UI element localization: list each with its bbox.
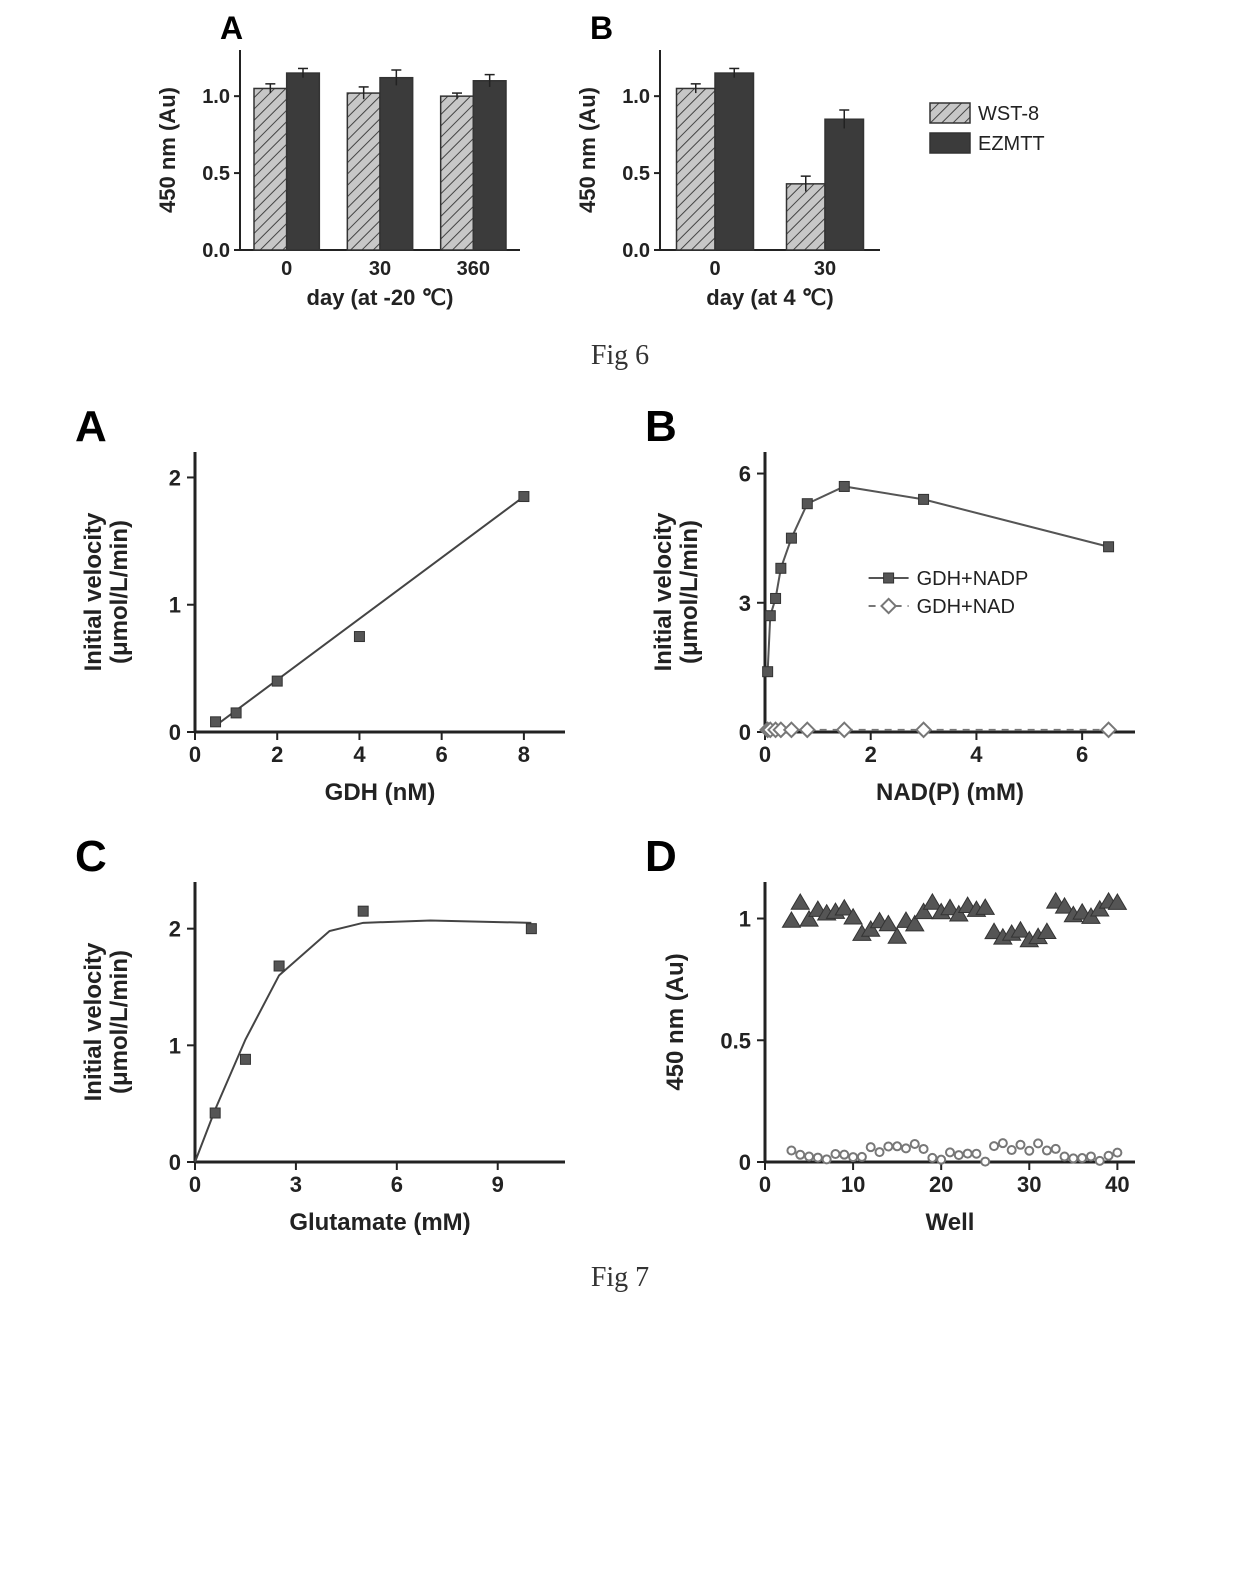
fig7-caption: Fig 7: [20, 1262, 1220, 1294]
svg-text:360: 360: [457, 258, 490, 280]
svg-text:1.0: 1.0: [202, 86, 230, 108]
fig7-panel-a-wrap: A 02468012GDH (nM)Initial velocity(μmol/…: [85, 412, 585, 812]
svg-text:30: 30: [1017, 1172, 1041, 1197]
svg-text:6: 6: [436, 742, 448, 767]
fig7-panel-d-wrap: D 01020304000.51Well450 nm (Au): [655, 842, 1155, 1242]
svg-text:Glutamate (mM): Glutamate (mM): [289, 1209, 470, 1236]
svg-text:0: 0: [709, 258, 720, 280]
svg-text:day (at 4 ℃): day (at 4 ℃): [706, 285, 833, 310]
svg-text:Initial velocity(μmol/L/min): Initial velocity(μmol/L/min): [650, 512, 703, 671]
svg-text:0: 0: [169, 1150, 181, 1175]
svg-text:1.0: 1.0: [622, 86, 650, 108]
fig6-legend: WST-8 EZMTT: [930, 100, 1090, 180]
svg-text:20: 20: [929, 1172, 953, 1197]
svg-text:1: 1: [169, 593, 181, 618]
svg-text:2: 2: [271, 742, 283, 767]
svg-text:0: 0: [169, 720, 181, 745]
svg-text:8: 8: [518, 742, 530, 767]
svg-text:450 nm (Au): 450 nm (Au): [155, 87, 180, 213]
svg-text:NAD(P) (mM): NAD(P) (mM): [876, 779, 1024, 806]
svg-text:GDH+NAD: GDH+NAD: [917, 596, 1015, 618]
svg-text:Initial velocity(μmol/L/min): Initial velocity(μmol/L/min): [80, 942, 133, 1101]
svg-text:0.0: 0.0: [622, 240, 650, 262]
svg-text:3: 3: [290, 1172, 302, 1197]
svg-text:0: 0: [189, 742, 201, 767]
svg-text:0.5: 0.5: [202, 163, 230, 185]
svg-text:Initial velocity(μmol/L/min): Initial velocity(μmol/L/min): [80, 512, 133, 671]
fig6-panel-b-chart: 0.0 0.5 1.0 0 30 day (at 4 ℃) 450 nm (Au): [570, 20, 890, 320]
svg-text:4: 4: [970, 742, 983, 767]
fig7-panel-a-label: A: [75, 402, 107, 452]
svg-text:WST-8: WST-8: [978, 103, 1039, 125]
fig7-panel-b-chart: 0246036NAD(P) (mM)Initial velocity(μmol/…: [655, 412, 1155, 812]
svg-text:2: 2: [169, 465, 181, 490]
fig6-panel-a-chart: 0.0 0.5 1.0 0 30 360day (at -20 ℃) 450 nm (Au): [150, 20, 530, 320]
svg-text:3: 3: [739, 591, 751, 616]
fig7-panel-c-label: C: [75, 832, 107, 882]
fig7-panel-b-label: B: [645, 402, 677, 452]
fig7-panel-b-wrap: B 0246036NAD(P) (mM)Initial velocity(μmo…: [655, 412, 1155, 812]
svg-text:6: 6: [739, 462, 751, 487]
figure-6: A 0.00.51.0030360day (at -20 ℃)450 nm (A…: [20, 20, 1220, 372]
svg-text:0: 0: [759, 1172, 771, 1197]
fig7-panel-d-label: D: [645, 832, 677, 882]
svg-text:9: 9: [492, 1172, 504, 1197]
fig7-panel-a-chart: 02468012GDH (nM)Initial velocity(μmol/L/…: [85, 412, 585, 812]
svg-text:0.5: 0.5: [622, 163, 650, 185]
svg-text:1: 1: [169, 1033, 181, 1058]
svg-text:0: 0: [759, 742, 771, 767]
svg-text:0.5: 0.5: [720, 1028, 751, 1053]
svg-text:4: 4: [353, 742, 366, 767]
fig6-panel-b-label: B: [590, 10, 613, 47]
svg-text:0: 0: [739, 720, 751, 745]
svg-text:day (at -20 ℃): day (at -20 ℃): [307, 285, 454, 310]
svg-text:2: 2: [169, 917, 181, 942]
svg-text:Well: Well: [926, 1209, 975, 1236]
svg-text:6: 6: [391, 1172, 403, 1197]
fig6-panel-a-wrap: A 0.00.51.0030360day (at -20 ℃)450 nm (A…: [150, 20, 530, 320]
svg-text:40: 40: [1105, 1172, 1129, 1197]
svg-text:GDH+NADP: GDH+NADP: [917, 568, 1029, 590]
svg-text:6: 6: [1076, 742, 1088, 767]
svg-text:2: 2: [865, 742, 877, 767]
svg-text:450 nm (Au): 450 nm (Au): [662, 953, 689, 1090]
svg-text:30: 30: [369, 258, 391, 280]
fig6-panel-a-label: A: [220, 10, 243, 47]
figure-7: A 02468012GDH (nM)Initial velocity(μmol/…: [20, 412, 1220, 1294]
svg-text:450 nm (Au): 450 nm (Au): [575, 87, 600, 213]
svg-text:1: 1: [739, 907, 751, 932]
svg-text:0.0: 0.0: [202, 240, 230, 262]
fig7-panel-c-chart: 0369012Glutamate (mM)Initial velocity(μm…: [85, 842, 585, 1242]
svg-text:0: 0: [281, 258, 292, 280]
fig6-panel-b-wrap: B 0.00.51.0030day (at 4 ℃)450 nm (Au): [570, 20, 890, 320]
svg-text:0: 0: [739, 1150, 751, 1175]
fig7-panel-d-chart: 0 10 20 30 40 0 0.5 1 Well 450 nm (Au): [655, 842, 1155, 1242]
fig7-panel-c-wrap: C 0369012Glutamate (mM)Initial velocity(…: [85, 842, 585, 1242]
svg-text:EZMTT: EZMTT: [978, 133, 1045, 155]
svg-text:0: 0: [189, 1172, 201, 1197]
svg-text:30: 30: [814, 258, 836, 280]
svg-text:GDH (nM): GDH (nM): [325, 779, 436, 806]
svg-text:10: 10: [841, 1172, 865, 1197]
fig6-caption: Fig 6: [20, 340, 1220, 372]
